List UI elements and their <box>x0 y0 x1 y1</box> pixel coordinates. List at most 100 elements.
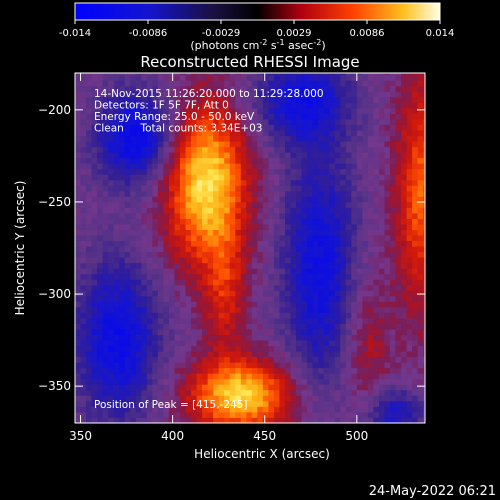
heatmap-cell <box>351 201 358 208</box>
heatmap-cell <box>296 400 302 407</box>
heatmap-cell <box>334 96 341 103</box>
heatmap-cell <box>273 329 280 335</box>
heatmap-cell <box>213 351 220 358</box>
heatmap-cell <box>124 218 131 225</box>
heatmap-cell <box>318 367 325 374</box>
heatmap-cell <box>406 318 413 324</box>
heatmap-cell <box>362 312 369 319</box>
heatmap-cell <box>240 312 247 319</box>
heatmap-cell <box>251 141 258 148</box>
heatmap-cell <box>235 290 242 297</box>
heatmap-cell <box>412 345 419 352</box>
heatmap-cell <box>102 152 109 159</box>
heatmap-cell <box>163 268 170 275</box>
heatmap-cell <box>340 257 347 264</box>
heatmap-cell <box>86 196 92 203</box>
heatmap-cell <box>75 124 81 131</box>
heatmap-cell <box>373 284 380 291</box>
heatmap-cell <box>119 74 126 81</box>
heatmap-cell <box>108 373 115 380</box>
heatmap-cell <box>235 96 242 103</box>
heatmap-cell <box>301 108 308 114</box>
heatmap-cell <box>251 96 258 103</box>
heatmap-cell <box>119 273 126 280</box>
heatmap-cell <box>401 91 407 98</box>
heatmap-cell <box>168 213 175 219</box>
heatmap-cell <box>257 168 264 175</box>
heatmap-cell <box>108 406 115 413</box>
heatmap-cell <box>323 279 330 286</box>
heatmap-cell <box>406 96 413 103</box>
heatmap-cell <box>401 334 407 341</box>
heatmap-cell <box>141 74 148 81</box>
heatmap-cell <box>130 235 137 242</box>
heatmap-cell <box>251 400 258 407</box>
heatmap-cell <box>356 135 363 142</box>
heatmap-cell <box>395 73 402 76</box>
heatmap-cell <box>290 190 297 197</box>
heatmap-cell <box>75 207 81 214</box>
heatmap-cell <box>401 378 407 385</box>
heatmap-cell <box>395 273 402 280</box>
heatmap-cell <box>240 135 247 142</box>
heatmap-cell <box>146 306 153 313</box>
heatmap-cell <box>373 174 380 181</box>
heatmap-cell <box>312 295 319 302</box>
heatmap-cell <box>163 251 170 258</box>
heatmap-cell <box>423 345 425 352</box>
heatmap-cell <box>257 279 264 286</box>
heatmap-cell <box>102 367 109 374</box>
heatmap-cell <box>213 196 220 203</box>
heatmap-cell <box>91 312 98 319</box>
heatmap-cell <box>240 367 247 374</box>
heatmap-cell <box>296 124 302 131</box>
heatmap-cell <box>146 312 153 319</box>
heatmap-cell <box>312 301 319 308</box>
heatmap-cell <box>323 207 330 214</box>
heatmap-cell <box>423 406 425 413</box>
heatmap-cell <box>423 96 425 103</box>
heatmap-cell <box>257 196 264 203</box>
heatmap-cell <box>362 135 369 142</box>
heatmap-cell <box>329 157 336 164</box>
heatmap-cell <box>75 113 81 120</box>
heatmap-cell <box>191 378 197 385</box>
heatmap-cell <box>362 201 369 208</box>
heatmap-cell <box>367 340 374 347</box>
heatmap-cell <box>423 179 425 186</box>
heatmap-cell <box>157 411 164 418</box>
heatmap-cell <box>351 96 358 103</box>
heatmap-cell <box>207 73 214 76</box>
heatmap-cell <box>207 389 214 396</box>
heatmap-cell <box>307 224 314 230</box>
heatmap-cell <box>185 290 192 297</box>
heatmap-cell <box>329 85 336 92</box>
heatmap-cell <box>152 185 159 192</box>
heatmap-cell <box>185 395 192 402</box>
heatmap-cell <box>146 124 153 131</box>
heatmap-cell <box>174 119 181 125</box>
heatmap-cell <box>185 141 192 148</box>
heatmap-cell <box>196 73 203 76</box>
heatmap-cell <box>246 367 253 374</box>
heatmap-cell <box>157 351 164 358</box>
heatmap-cell <box>378 179 385 186</box>
heatmap-cell <box>395 268 402 275</box>
heatmap-cell <box>312 135 319 142</box>
heatmap-cell <box>362 80 369 87</box>
heatmap-cell <box>229 345 236 352</box>
heatmap-cell <box>285 85 291 92</box>
heatmap-cell <box>119 290 126 297</box>
heatmap-cell <box>191 157 197 164</box>
heatmap-cell <box>168 224 175 230</box>
heatmap-cell <box>378 340 385 347</box>
heatmap-cell <box>174 152 181 159</box>
heatmap-cell <box>362 400 369 407</box>
heatmap-cell <box>423 323 425 330</box>
heatmap-cell <box>196 378 203 385</box>
heatmap-cell <box>351 329 358 335</box>
heatmap-cell <box>157 135 164 142</box>
heatmap-cell <box>406 91 413 98</box>
heatmap-cell <box>185 201 192 208</box>
heatmap-cell <box>362 334 369 341</box>
